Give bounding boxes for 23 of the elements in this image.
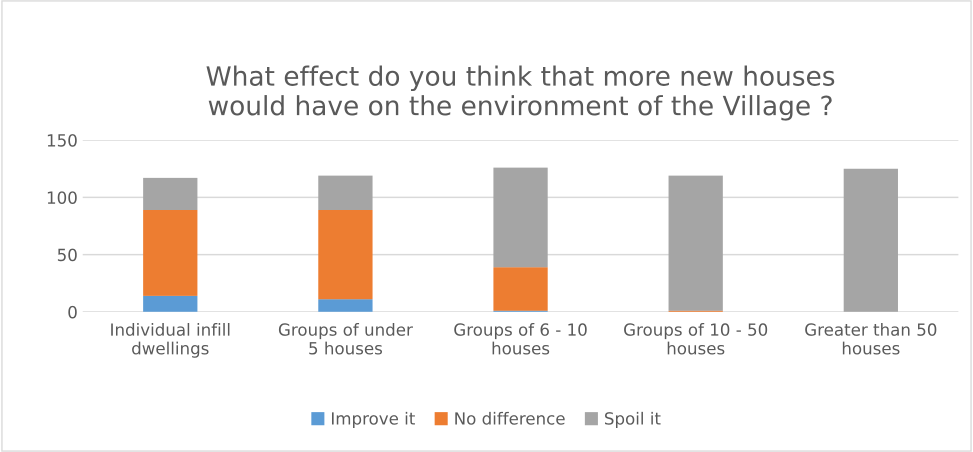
x-tick-label: Individual infill dwellings	[111, 322, 230, 358]
legend-label: Spoil it	[604, 412, 661, 428]
x-tick-label: Groups of under 5 houses	[278, 322, 413, 355]
bar	[318, 299, 373, 312]
x-tick-label: Groups of 10 - 50 houses	[624, 322, 768, 355]
y-tick-label: 0	[68, 306, 77, 318]
x-tick-label: Groups of 6 - 10 houses	[454, 322, 587, 355]
bar	[493, 168, 548, 268]
y-tick-label: 50	[58, 248, 77, 262]
legend-label: No difference	[455, 412, 565, 425]
legend-label: Improve it	[332, 412, 415, 428]
bar	[143, 178, 198, 210]
bar	[143, 296, 198, 312]
bar	[143, 210, 198, 296]
chart-title: What effect do you think that more new houses would have on the environment of the Village ?	[206, 66, 834, 121]
bar	[493, 267, 548, 311]
bar	[318, 210, 373, 300]
bar	[844, 168, 898, 312]
bar	[668, 176, 723, 311]
y-tick-label: 100	[48, 191, 77, 204]
y-tick-label: 150	[48, 134, 77, 147]
bar	[318, 176, 373, 210]
x-tick-label: Greater than 50 houses	[805, 322, 936, 355]
